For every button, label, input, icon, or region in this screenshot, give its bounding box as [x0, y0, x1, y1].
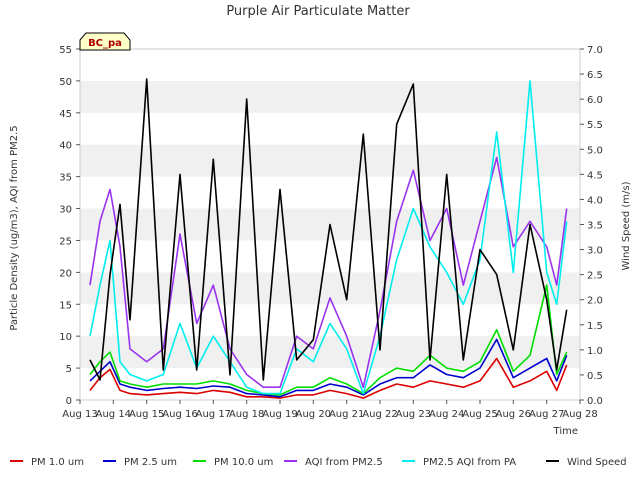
x-tick-label: Aug 23	[396, 409, 431, 420]
y-right-tick-label: 3.0	[587, 246, 603, 257]
x-tick-label: Aug 18	[229, 409, 264, 420]
legend: PM 1.0 um PM 2.5 um PM 10.0 um AQI from PM2…	[10, 457, 627, 468]
legend-label: AQI from PM2.5	[305, 457, 383, 468]
chart-title: Purple Air Particulate Matter	[226, 4, 410, 19]
y-right-tick-label: 4.5	[587, 170, 603, 181]
series-line-pm-10-0-um	[89, 284, 568, 396]
y-left-tick-label: 10	[59, 332, 72, 343]
y-right-tick-label: 0.5	[587, 371, 603, 382]
grid-band	[80, 80, 580, 113]
site-label-shape	[79, 32, 131, 51]
y-right-tick-label: 3.5	[587, 221, 603, 232]
y-left-tick-label: 15	[59, 300, 72, 311]
y-right-tick-label: 7.0	[587, 45, 603, 56]
y-axis-right-label: Wind Speed (m/s)	[621, 181, 632, 270]
x-tick-label: Aug 22	[362, 409, 397, 420]
y-left-tick-label: 30	[59, 205, 72, 216]
series-line-pm-2-5-um	[89, 338, 568, 398]
site-label-text: BC_pa	[88, 38, 122, 49]
series-lines	[89, 78, 568, 399]
series-line-wind-speed	[89, 78, 568, 381]
x-tick-label: Aug 20	[296, 409, 331, 420]
x-tick-label: Aug 19	[262, 409, 297, 420]
series-line-pm2-5-aqi-from-pa	[89, 80, 568, 395]
y-left-tick-label: 25	[59, 236, 72, 247]
grid-band	[80, 144, 580, 177]
x-tick-label: Aug 26	[496, 409, 531, 420]
y-right-tick-label: 5.0	[587, 145, 603, 156]
site-label-box: BC_pa	[79, 32, 131, 51]
legend-label: PM2.5 AQI from PA	[423, 457, 516, 468]
y-left-tick-label: 5	[66, 364, 72, 375]
x-tick-label: Aug 17	[196, 409, 231, 420]
y-right-tick-label: 1.5	[587, 321, 603, 332]
x-tick-label: Aug 27	[529, 409, 564, 420]
x-tick-label: Aug 25	[462, 409, 497, 420]
x-tick-label: Aug 16	[162, 409, 197, 420]
y-left-tick-label: 40	[59, 141, 72, 152]
y-axis-right-ticks: 0.0 0.5 1.0 1.5 2.0 2.5 3.0 3.5 4.0 4.5 5.0 5.5 6.0 6…	[580, 45, 603, 407]
y-left-tick-label: 20	[59, 268, 72, 279]
x-tick-label: Aug 21	[329, 409, 364, 420]
x-tick-label: Aug 28	[562, 409, 597, 420]
x-tick-label: Aug 14	[96, 409, 131, 420]
y-left-tick-label: 45	[59, 109, 72, 120]
series-line-pm-1-0-um	[89, 357, 568, 399]
x-tick-label: Aug 15	[129, 409, 164, 420]
y-left-tick-label: 35	[59, 173, 72, 184]
x-tick-label: Aug 13	[62, 409, 97, 420]
y-right-tick-label: 0.0	[587, 396, 603, 407]
series-line-aqi-from-pm2-5	[89, 156, 568, 389]
legend-label: PM 1.0 um	[31, 457, 84, 468]
x-axis-label: Time	[553, 426, 578, 437]
y-left-tick-label: 50	[59, 77, 72, 88]
y-right-tick-label: 1.0	[587, 346, 603, 357]
y-right-tick-label: 2.5	[587, 271, 603, 282]
y-axis-left-label: Particle Density (ug/m3), AQI from PM2.5	[9, 125, 20, 330]
y-right-tick-label: 2.0	[587, 296, 603, 307]
y-right-tick-label: 6.5	[587, 70, 603, 81]
legend-label: PM 10.0 um	[214, 457, 273, 468]
y-right-tick-label: 5.5	[587, 120, 603, 131]
y-right-tick-label: 4.0	[587, 195, 603, 206]
y-left-tick-label: 55	[59, 45, 72, 56]
y-right-tick-label: 6.0	[587, 95, 603, 106]
y-left-tick-label: 0	[66, 396, 72, 407]
legend-label: Wind Speed	[567, 457, 627, 468]
legend-label: PM 2.5 um	[124, 457, 177, 468]
x-tick-label: Aug 24	[429, 409, 464, 420]
y-axis-left-ticks: 0 5 10 15 20 25 30 35 40 45 50 55	[59, 45, 80, 407]
